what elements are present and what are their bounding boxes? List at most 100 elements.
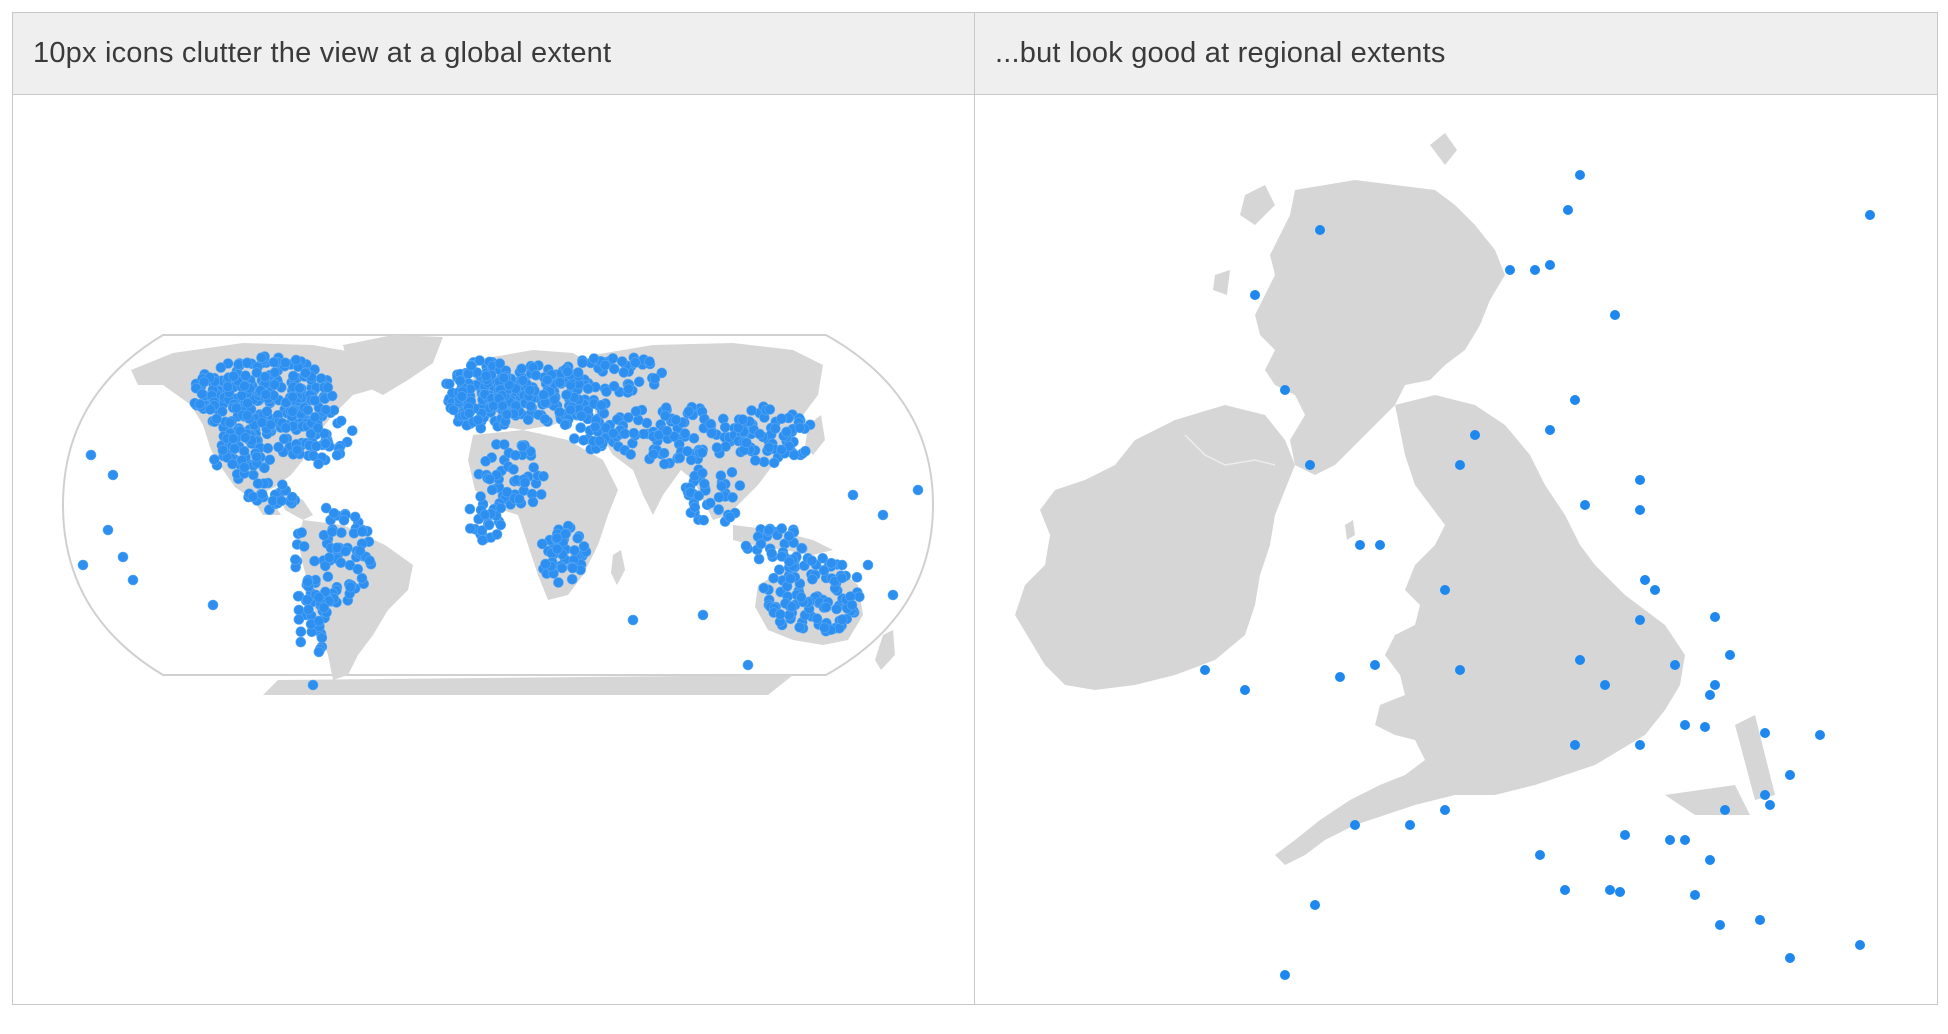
regional-point[interactable] — [1315, 225, 1325, 235]
global-point[interactable] — [477, 534, 488, 546]
global-point[interactable] — [464, 523, 476, 534]
global-point[interactable] — [578, 434, 589, 446]
global-point[interactable] — [291, 444, 303, 456]
global-point[interactable] — [877, 509, 889, 521]
global-point[interactable] — [706, 427, 718, 439]
global-point[interactable] — [887, 589, 899, 601]
global-point[interactable] — [322, 571, 334, 583]
global-point[interactable] — [608, 380, 620, 392]
global-point[interactable] — [698, 514, 710, 526]
global-point[interactable] — [912, 484, 924, 496]
global-point[interactable] — [296, 527, 308, 538]
regional-point[interactable] — [1575, 170, 1585, 180]
global-point[interactable] — [575, 422, 587, 434]
global-point[interactable] — [825, 557, 837, 569]
global-point[interactable] — [746, 405, 757, 416]
global-point[interactable] — [633, 376, 645, 388]
global-point[interactable] — [541, 374, 553, 386]
global-point[interactable] — [320, 404, 332, 416]
global-point-layer[interactable] — [77, 351, 924, 691]
global-point[interactable] — [484, 473, 496, 485]
global-point[interactable] — [525, 400, 537, 412]
regional-point-layer[interactable] — [1200, 170, 1875, 980]
global-point[interactable] — [623, 383, 634, 395]
global-point[interactable] — [239, 380, 250, 392]
global-point[interactable] — [715, 470, 727, 482]
regional-point[interactable] — [1350, 820, 1360, 830]
global-point[interactable] — [215, 362, 227, 373]
global-point[interactable] — [240, 370, 251, 382]
global-point[interactable] — [309, 395, 321, 406]
global-point[interactable] — [569, 545, 580, 556]
global-point[interactable] — [313, 646, 325, 658]
global-point[interactable] — [313, 592, 325, 603]
regional-point[interactable] — [1600, 680, 1610, 690]
global-point[interactable] — [607, 427, 619, 439]
regional-point[interactable] — [1240, 685, 1250, 695]
global-point[interactable] — [443, 378, 455, 390]
global-point[interactable] — [554, 377, 566, 388]
global-point[interactable] — [335, 415, 347, 427]
global-point[interactable] — [228, 370, 239, 382]
global-point[interactable] — [538, 389, 549, 401]
global-point[interactable] — [501, 486, 513, 498]
global-point[interactable] — [596, 399, 607, 411]
global-point[interactable] — [295, 636, 307, 648]
regional-point[interactable] — [1200, 665, 1210, 675]
global-point[interactable] — [699, 478, 710, 490]
regional-point[interactable] — [1305, 460, 1315, 470]
global-point[interactable] — [776, 551, 788, 562]
global-point[interactable] — [494, 358, 506, 369]
global-point[interactable] — [227, 433, 239, 444]
global-point[interactable] — [320, 438, 331, 449]
regional-point[interactable] — [1570, 395, 1580, 405]
global-point[interactable] — [562, 366, 573, 378]
global-point[interactable] — [758, 582, 770, 594]
global-point[interactable] — [302, 594, 313, 606]
global-point[interactable] — [693, 490, 705, 502]
global-point[interactable] — [454, 375, 466, 387]
global-point[interactable] — [517, 375, 529, 386]
global-point[interactable] — [498, 439, 510, 450]
global-point[interactable] — [697, 609, 709, 621]
global-point[interactable] — [800, 445, 811, 457]
global-point[interactable] — [340, 545, 351, 557]
regional-point[interactable] — [1570, 740, 1580, 750]
global-point[interactable] — [535, 489, 547, 500]
global-point[interactable] — [820, 601, 832, 613]
regional-point[interactable] — [1785, 953, 1795, 963]
regional-point[interactable] — [1405, 820, 1415, 830]
global-point[interactable] — [344, 581, 356, 593]
global-point[interactable] — [656, 367, 668, 379]
global-point[interactable] — [589, 421, 601, 433]
global-point[interactable] — [474, 355, 485, 366]
regional-point[interactable] — [1725, 650, 1735, 660]
global-point[interactable] — [794, 422, 806, 434]
global-point[interactable] — [682, 445, 693, 457]
global-point[interactable] — [668, 431, 680, 442]
global-point[interactable] — [302, 404, 314, 416]
global-point[interactable] — [356, 572, 368, 584]
global-point[interactable] — [262, 442, 274, 454]
regional-point[interactable] — [1615, 887, 1625, 897]
global-point[interactable] — [674, 452, 686, 464]
global-point[interactable] — [727, 492, 738, 503]
global-point[interactable] — [679, 428, 691, 439]
global-point[interactable] — [198, 376, 210, 388]
global-point[interactable] — [522, 414, 534, 426]
global-point[interactable] — [572, 532, 584, 544]
global-point[interactable] — [316, 632, 328, 644]
global-point[interactable] — [530, 369, 542, 381]
regional-point[interactable] — [1690, 890, 1700, 900]
global-point[interactable] — [567, 562, 579, 574]
regional-point[interactable] — [1765, 800, 1775, 810]
global-point[interactable] — [486, 484, 498, 496]
global-point[interactable] — [313, 615, 325, 627]
regional-point[interactable] — [1700, 722, 1710, 732]
regional-point[interactable] — [1545, 425, 1555, 435]
global-point[interactable] — [117, 551, 129, 563]
global-point[interactable] — [836, 614, 848, 625]
regional-point[interactable] — [1855, 940, 1865, 950]
global-point[interactable] — [806, 555, 818, 567]
global-point[interactable] — [524, 384, 536, 396]
